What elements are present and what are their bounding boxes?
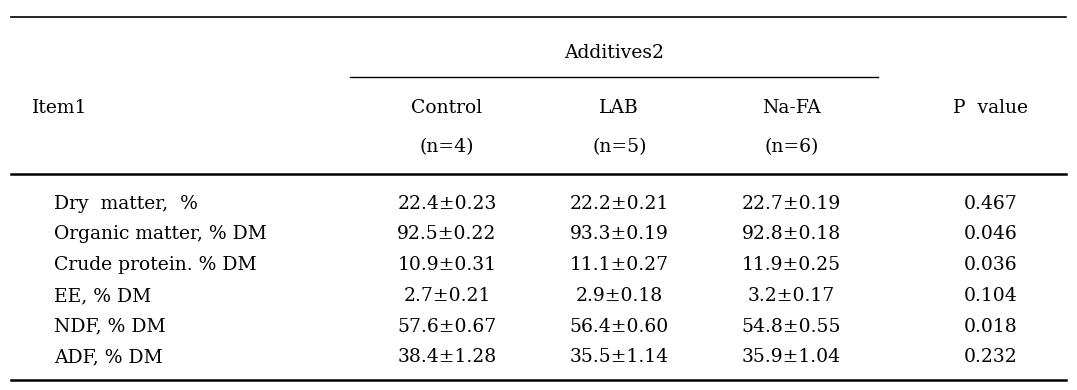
Text: (n=5): (n=5) — [592, 138, 646, 156]
Text: 57.6±0.67: 57.6±0.67 — [397, 318, 496, 336]
Text: 0.232: 0.232 — [964, 349, 1018, 367]
Text: LAB: LAB — [600, 99, 639, 117]
Text: 22.2±0.21: 22.2±0.21 — [570, 195, 669, 213]
Text: 93.3±0.19: 93.3±0.19 — [570, 225, 669, 243]
Text: NDF, % DM: NDF, % DM — [54, 318, 166, 336]
Text: 92.5±0.22: 92.5±0.22 — [397, 225, 496, 243]
Text: 11.9±0.25: 11.9±0.25 — [742, 256, 841, 274]
Text: (n=4): (n=4) — [420, 138, 474, 156]
Text: 0.104: 0.104 — [964, 287, 1018, 305]
Text: 2.9±0.18: 2.9±0.18 — [575, 287, 663, 305]
Text: 0.036: 0.036 — [964, 256, 1018, 274]
Text: 35.9±1.04: 35.9±1.04 — [742, 349, 841, 367]
Text: 54.8±0.55: 54.8±0.55 — [742, 318, 841, 336]
Text: 3.2±0.17: 3.2±0.17 — [747, 287, 836, 305]
Text: Na-FA: Na-FA — [763, 99, 821, 117]
Text: Control: Control — [411, 99, 482, 117]
Text: Additives2: Additives2 — [564, 44, 663, 62]
Text: (n=6): (n=6) — [765, 138, 819, 156]
Text: 0.046: 0.046 — [964, 225, 1018, 243]
Text: 22.4±0.23: 22.4±0.23 — [397, 195, 496, 213]
Text: 2.7±0.21: 2.7±0.21 — [403, 287, 491, 305]
Text: 0.467: 0.467 — [964, 195, 1018, 213]
Text: 92.8±0.18: 92.8±0.18 — [742, 225, 841, 243]
Text: EE, % DM: EE, % DM — [54, 287, 151, 305]
Text: Item1: Item1 — [32, 99, 87, 117]
Text: 38.4±1.28: 38.4±1.28 — [397, 349, 496, 367]
Text: Crude protein. % DM: Crude protein. % DM — [54, 256, 256, 274]
Text: Dry  matter,  %: Dry matter, % — [54, 195, 198, 213]
Text: 11.1±0.27: 11.1±0.27 — [570, 256, 669, 274]
Text: Organic matter, % DM: Organic matter, % DM — [54, 225, 267, 243]
Text: 10.9±0.31: 10.9±0.31 — [397, 256, 496, 274]
Text: ADF, % DM: ADF, % DM — [54, 349, 163, 367]
Text: P  value: P value — [953, 99, 1029, 117]
Text: 56.4±0.60: 56.4±0.60 — [570, 318, 669, 336]
Text: 22.7±0.19: 22.7±0.19 — [742, 195, 841, 213]
Text: 0.018: 0.018 — [964, 318, 1018, 336]
Text: 35.5±1.14: 35.5±1.14 — [570, 349, 669, 367]
